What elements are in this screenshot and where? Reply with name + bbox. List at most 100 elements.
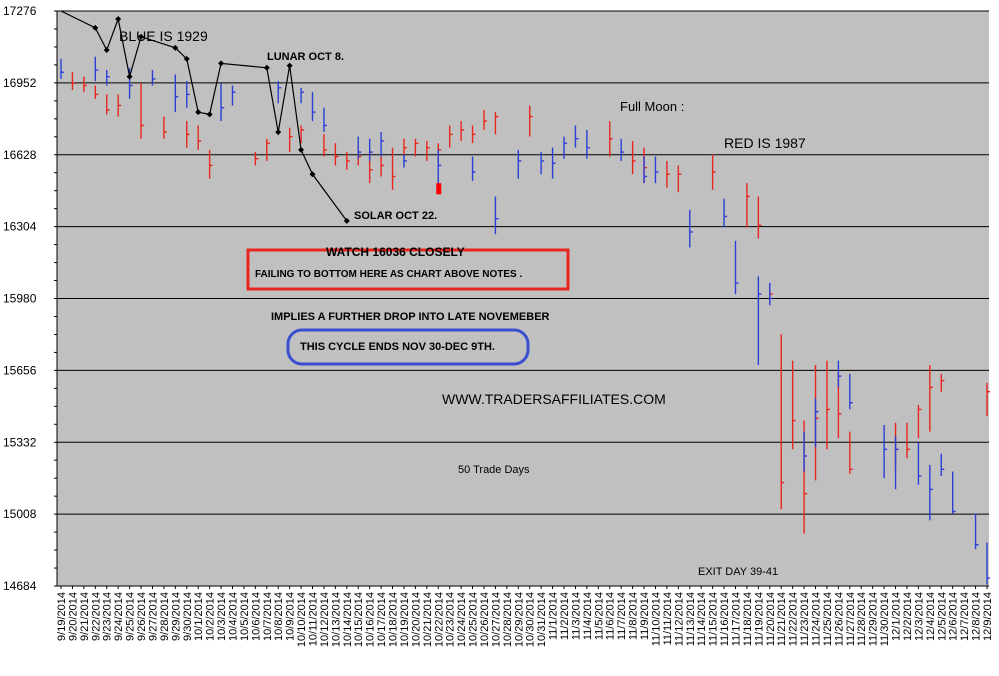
x-tick-label: 10/2/2014 <box>205 592 217 641</box>
x-tick-label: 10/27/2014 <box>490 592 502 647</box>
x-tick-label: 10/5/2014 <box>239 592 251 641</box>
x-tick-label: 9/26/2014 <box>136 592 148 641</box>
event-marker-block <box>436 183 441 194</box>
x-tick-label: 10/11/2014 <box>308 592 320 646</box>
trade-days-label: 50 Trade Days <box>458 464 530 476</box>
y-tick-label: 16628 <box>3 148 37 162</box>
failing-label: FAILING TO BOTTOM HERE AS CHART ABOVE NO… <box>255 269 522 280</box>
x-tick-label: 10/17/2014 <box>376 592 388 647</box>
x-tick-label: 11/3/2014 <box>570 592 582 640</box>
x-tick-label: 11/29/2014 <box>868 592 880 646</box>
x-tick-label: 11/4/2014 <box>582 592 594 640</box>
x-tick-label: 10/10/2014 <box>296 592 308 647</box>
x-tick-label: 10/21/2014 <box>422 592 434 647</box>
x-tick-label: 11/22/2014 <box>788 592 800 646</box>
y-tick-label: 15008 <box>3 507 37 521</box>
x-tick-label: 12/6/2014 <box>948 592 960 641</box>
x-tick-label: 11/26/2014 <box>833 592 845 646</box>
x-tick-label: 11/17/2014 <box>730 592 742 646</box>
x-tick-label: 11/23/2014 <box>799 592 811 646</box>
x-tick-label: 11/12/2014 <box>673 592 685 646</box>
x-tick-label: 9/22/2014 <box>90 592 102 641</box>
x-tick-label: 11/14/2014 <box>696 592 708 646</box>
x-tick-label: 11/27/2014 <box>845 592 857 646</box>
x-tick-label: 10/22/2014 <box>433 592 445 647</box>
website-label: WWW.TRADERSAFFILIATES.COM <box>442 391 666 407</box>
x-tick-label: 9/30/2014 <box>182 592 194 641</box>
x-tick-label: 9/29/2014 <box>170 592 182 641</box>
x-tick-label: 10/14/2014 <box>342 592 354 647</box>
red-is-1987-label: RED IS 1987 <box>724 135 806 151</box>
x-tick-label: 10/28/2014 <box>502 592 514 647</box>
x-tick-label: 9/25/2014 <box>125 592 137 641</box>
x-tick-label: 11/13/2014 <box>685 592 697 646</box>
x-tick-label: 12/7/2014 <box>959 592 971 641</box>
x-tick-label: 9/21/2014 <box>79 592 91 641</box>
x-tick-label: 11/20/2014 <box>765 592 777 646</box>
y-tick-label: 17276 <box>3 4 37 18</box>
x-tick-label: 9/28/2014 <box>159 592 171 641</box>
x-tick-label: 10/31/2014 <box>536 592 548 647</box>
x-tick-label: 11/7/2014 <box>616 592 628 640</box>
x-tick-label: 11/16/2014 <box>719 592 731 646</box>
x-tick-label: 12/9/2014 <box>982 592 994 641</box>
x-tick-label: 11/8/2014 <box>628 592 640 640</box>
y-tick-label: 16304 <box>3 220 37 234</box>
x-tick-label: 11/10/2014 <box>650 592 662 646</box>
cycle-label: THIS CYCLE ENDS NOV 30-DEC 9TH. <box>300 341 495 353</box>
x-tick-label: 11/21/2014 <box>776 592 788 646</box>
x-tick-label: 11/2/2014 <box>559 592 571 640</box>
x-tick-label: 10/8/2014 <box>273 592 285 641</box>
x-tick-label: 9/23/2014 <box>102 592 114 641</box>
y-tick-label: 15656 <box>3 363 37 377</box>
x-tick-label: 12/5/2014 <box>936 592 948 641</box>
x-tick-label: 12/3/2014 <box>913 592 925 641</box>
x-axis: 9/19/2014 9/20/2014 9/21/2014 9/22/2014 9/23… <box>56 586 994 647</box>
x-tick-label: 10/23/2014 <box>445 592 457 647</box>
x-tick-label: 10/25/2014 <box>468 592 480 647</box>
x-tick-label: 11/24/2014 <box>811 592 823 646</box>
full-moon-label: Full Moon : <box>620 99 684 114</box>
x-tick-label: 11/9/2014 <box>639 592 651 640</box>
y-tick-label: 14684 <box>3 579 37 593</box>
x-tick-label: 11/6/2014 <box>605 592 617 640</box>
lunar-label: LUNAR OCT 8. <box>267 51 344 63</box>
x-tick-label: 10/12/2014 <box>319 592 331 647</box>
x-tick-label: 10/18/2014 <box>388 592 400 647</box>
x-tick-label: 10/9/2014 <box>285 592 297 641</box>
x-tick-label: 10/3/2014 <box>216 592 228 641</box>
x-tick-label: 12/1/2014 <box>891 592 903 641</box>
x-tick-label: 9/19/2014 <box>56 592 68 641</box>
x-tick-label: 10/24/2014 <box>456 592 468 647</box>
x-tick-label: 10/16/2014 <box>365 592 377 647</box>
x-tick-label: 11/1/2014 <box>548 592 560 640</box>
y-tick-label: 15332 <box>3 435 37 449</box>
x-tick-label: 11/11/2014 <box>662 592 674 645</box>
x-tick-label: 11/5/2014 <box>593 592 605 640</box>
x-tick-label: 11/25/2014 <box>822 592 834 646</box>
solar-label: SOLAR OCT 22. <box>354 210 437 222</box>
x-tick-label: 10/13/2014 <box>330 592 342 647</box>
x-tick-label: 11/15/2014 <box>708 592 720 646</box>
x-tick-label: 10/4/2014 <box>227 592 239 641</box>
y-tick-label: 16952 <box>3 76 37 90</box>
x-tick-label: 10/7/2014 <box>262 592 274 641</box>
x-tick-label: 9/24/2014 <box>113 592 125 641</box>
x-tick-label: 10/6/2014 <box>250 592 262 641</box>
implies-label: IMPLIES A FURTHER DROP INTO LATE NOVEMEB… <box>271 311 550 323</box>
x-tick-label: 12/4/2014 <box>925 592 937 641</box>
watch-label: WATCH 16036 CLOSELY <box>326 245 465 259</box>
exit-day-label: EXIT DAY 39-41 <box>698 566 778 578</box>
event-marker <box>436 183 441 194</box>
x-tick-label: 11/28/2014 <box>856 592 868 646</box>
x-tick-label: 10/19/2014 <box>399 592 411 647</box>
x-tick-label: 11/18/2014 <box>742 592 754 646</box>
x-tick-label: 10/26/2014 <box>479 592 491 647</box>
x-tick-label: 9/20/2014 <box>67 592 79 641</box>
x-tick-label: 10/15/2014 <box>353 592 365 647</box>
x-tick-label: 11/30/2014 <box>879 592 891 646</box>
x-tick-label: 9/27/2014 <box>147 592 159 641</box>
y-axis: 14684 15008 15332 15656 15980 16304 16628 16952… <box>3 4 57 593</box>
y-tick-label: 15980 <box>3 292 37 306</box>
